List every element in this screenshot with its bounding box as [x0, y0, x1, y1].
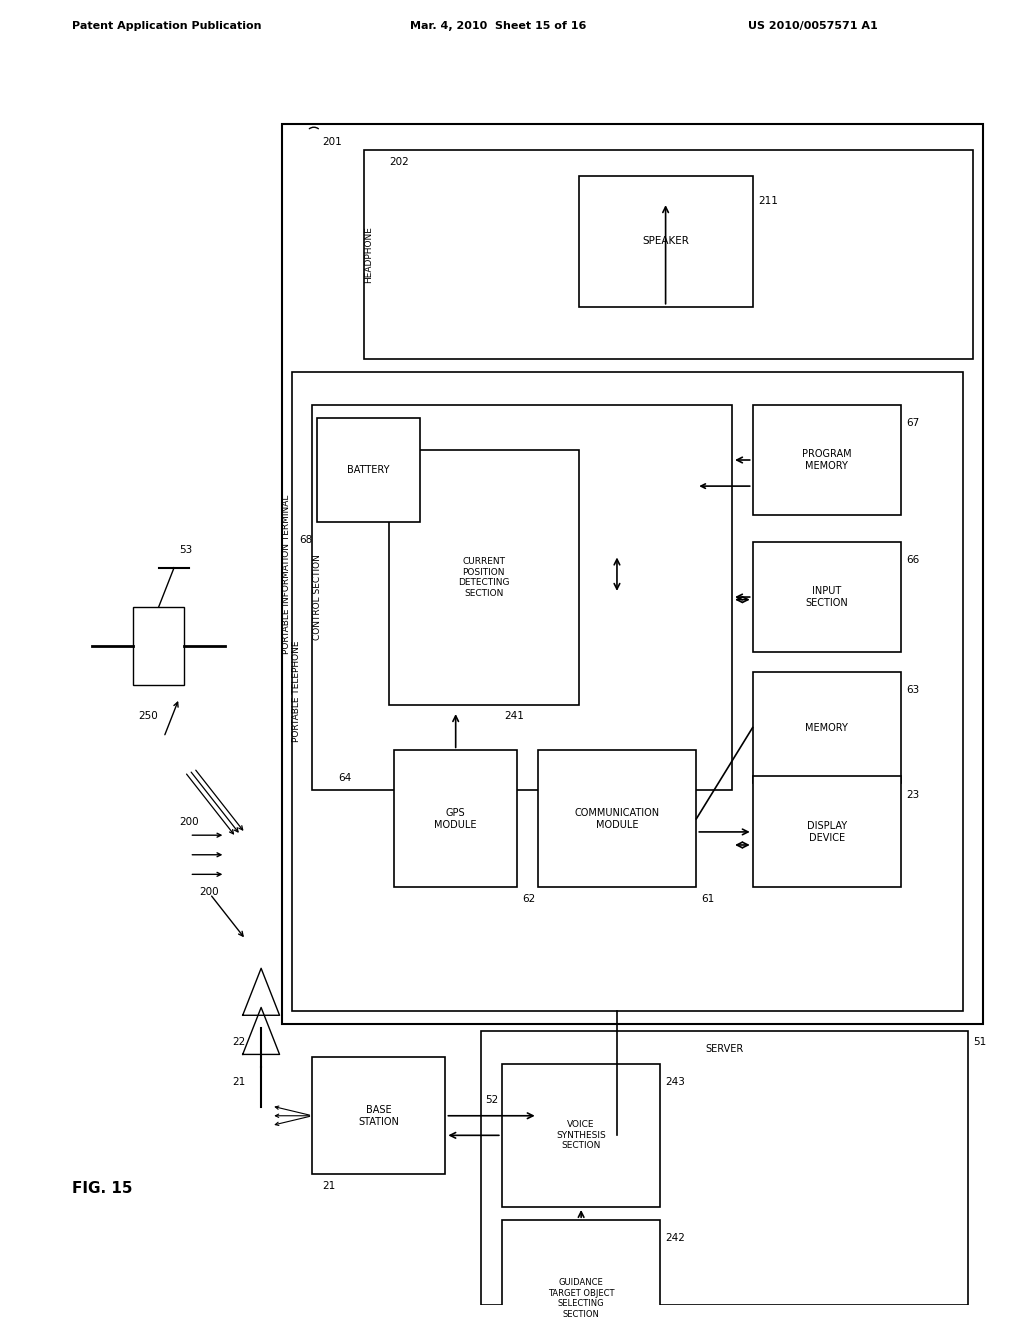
Text: PORTABLE TELEPHONE: PORTABLE TELEPHONE — [293, 642, 301, 742]
Text: 52: 52 — [485, 1096, 498, 1105]
Text: 63: 63 — [906, 685, 920, 696]
FancyBboxPatch shape — [538, 750, 696, 887]
Text: 68: 68 — [299, 535, 312, 545]
FancyBboxPatch shape — [312, 404, 732, 789]
FancyBboxPatch shape — [502, 1064, 660, 1206]
Text: PROGRAM
MEMORY: PROGRAM MEMORY — [802, 449, 852, 471]
Text: BATTERY: BATTERY — [347, 465, 390, 475]
FancyBboxPatch shape — [753, 404, 901, 516]
Text: 250: 250 — [138, 711, 159, 721]
Text: 62: 62 — [522, 894, 536, 904]
Text: GUIDANCE
TARGET OBJECT
SELECTING
SECTION: GUIDANCE TARGET OBJECT SELECTING SECTION — [548, 1278, 614, 1319]
Text: 242: 242 — [666, 1233, 685, 1243]
Text: INPUT
SECTION: INPUT SECTION — [806, 586, 848, 607]
Text: 67: 67 — [906, 417, 920, 428]
Text: 201: 201 — [323, 137, 342, 147]
Text: US 2010/0057571 A1: US 2010/0057571 A1 — [748, 21, 878, 30]
Text: 200: 200 — [200, 887, 219, 898]
Text: MEMORY: MEMORY — [806, 722, 848, 733]
Text: HEADPHONE: HEADPHONE — [365, 226, 373, 282]
Text: 211: 211 — [758, 195, 777, 206]
Text: 241: 241 — [505, 711, 524, 721]
Text: 53: 53 — [179, 545, 193, 554]
Text: CONTROL SECTION: CONTROL SECTION — [313, 554, 322, 640]
Text: 202: 202 — [389, 157, 409, 166]
FancyBboxPatch shape — [753, 541, 901, 652]
FancyBboxPatch shape — [364, 150, 973, 359]
FancyBboxPatch shape — [579, 176, 753, 306]
Text: PORTABLE INFORMATION TERMINAL: PORTABLE INFORMATION TERMINAL — [283, 495, 291, 653]
FancyBboxPatch shape — [502, 1220, 660, 1320]
Text: 21: 21 — [232, 1077, 246, 1086]
Text: 66: 66 — [906, 554, 920, 565]
FancyBboxPatch shape — [312, 1057, 445, 1175]
Text: 22: 22 — [232, 1038, 246, 1048]
Text: BASE
STATION: BASE STATION — [358, 1105, 399, 1126]
Text: COMMUNICATION
MODULE: COMMUNICATION MODULE — [574, 808, 659, 830]
Text: Patent Application Publication: Patent Application Publication — [72, 21, 261, 30]
Text: 21: 21 — [323, 1181, 336, 1191]
Text: FIG. 15: FIG. 15 — [72, 1181, 132, 1196]
Text: DISPLAY
DEVICE: DISPLAY DEVICE — [807, 821, 847, 842]
Text: CURRENT
POSITION
DETECTING
SECTION: CURRENT POSITION DETECTING SECTION — [458, 557, 510, 598]
Text: SERVER: SERVER — [706, 1044, 743, 1053]
FancyBboxPatch shape — [389, 450, 579, 705]
FancyBboxPatch shape — [292, 372, 963, 1011]
Text: 23: 23 — [906, 789, 920, 800]
Text: 243: 243 — [666, 1077, 685, 1086]
FancyBboxPatch shape — [753, 776, 901, 887]
FancyBboxPatch shape — [133, 607, 184, 685]
FancyBboxPatch shape — [282, 124, 983, 1024]
Text: 200: 200 — [179, 817, 199, 828]
Text: SPEAKER: SPEAKER — [642, 236, 689, 247]
Text: GPS
MODULE: GPS MODULE — [434, 808, 477, 830]
FancyBboxPatch shape — [317, 417, 420, 521]
Text: Mar. 4, 2010  Sheet 15 of 16: Mar. 4, 2010 Sheet 15 of 16 — [410, 21, 586, 30]
Text: VOICE
SYNTHESIS
SECTION: VOICE SYNTHESIS SECTION — [556, 1121, 606, 1150]
FancyBboxPatch shape — [753, 672, 901, 783]
Text: 64: 64 — [338, 774, 351, 783]
Text: 61: 61 — [701, 894, 715, 904]
Text: 51: 51 — [973, 1038, 986, 1048]
FancyBboxPatch shape — [481, 1031, 968, 1305]
FancyBboxPatch shape — [394, 750, 517, 887]
